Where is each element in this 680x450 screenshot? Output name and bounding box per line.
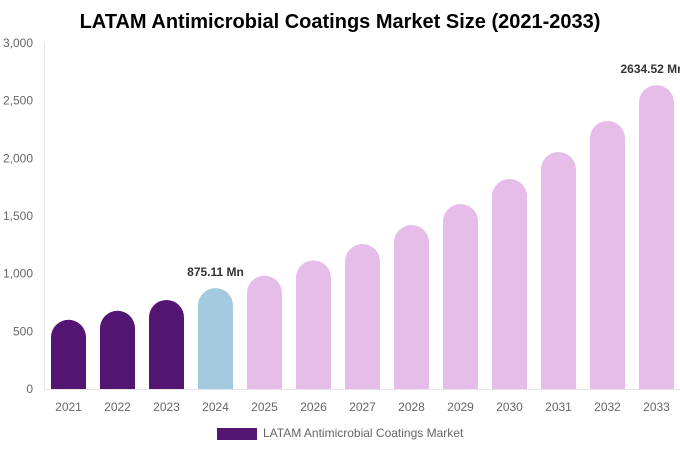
bar-2022[interactable] — [100, 310, 135, 389]
y-tick-label: 1,500 — [3, 209, 33, 223]
data-label: 875.11 Mn — [187, 265, 244, 279]
bar-2029[interactable] — [443, 204, 478, 389]
bar-2025[interactable] — [247, 275, 282, 389]
bar-2023[interactable] — [149, 299, 184, 389]
y-tick-label: 0 — [26, 382, 33, 396]
y-tick-label: 2,000 — [3, 151, 33, 165]
x-tick-label: 2023 — [153, 400, 180, 414]
bar-2030[interactable] — [492, 178, 527, 389]
x-tick-label: 2031 — [545, 400, 572, 414]
bar-2021[interactable] — [51, 319, 86, 389]
chart-title: LATAM Antimicrobial Coatings Market Size… — [80, 11, 601, 33]
bar-2028[interactable] — [394, 224, 429, 389]
x-tick-label: 2027 — [349, 400, 376, 414]
x-tick-label: 2030 — [496, 400, 523, 414]
y-tick-label: 500 — [13, 324, 33, 338]
bar-2027[interactable] — [345, 244, 380, 389]
bar-2032[interactable] — [590, 120, 625, 389]
bar-2031[interactable] — [541, 151, 576, 389]
x-tick-label: 2033 — [643, 400, 670, 414]
x-tick-label: 2029 — [447, 400, 474, 414]
bar-2026[interactable] — [296, 260, 331, 389]
x-tick-label: 2021 — [55, 400, 82, 414]
x-tick-label: 2028 — [398, 400, 425, 414]
y-tick-label: 3,000 — [3, 36, 33, 50]
x-tick-label: 2026 — [300, 400, 327, 414]
x-tick-label: 2032 — [594, 400, 621, 414]
legend[interactable]: LATAM Antimicrobial Coatings Market — [217, 426, 464, 440]
x-tick-label: 2022 — [104, 400, 131, 414]
x-tick-label: 2025 — [251, 400, 278, 414]
legend-swatch — [217, 428, 257, 440]
y-tick-label: 1,000 — [3, 267, 33, 281]
y-tick-label: 2,500 — [3, 94, 33, 108]
legend-label: LATAM Antimicrobial Coatings Market — [263, 426, 464, 440]
bar-2033[interactable] — [639, 85, 674, 389]
x-tick-label: 2024 — [202, 400, 229, 414]
data-label: 2634.52 Mn — [620, 62, 680, 76]
bar-2024[interactable] — [198, 288, 233, 389]
